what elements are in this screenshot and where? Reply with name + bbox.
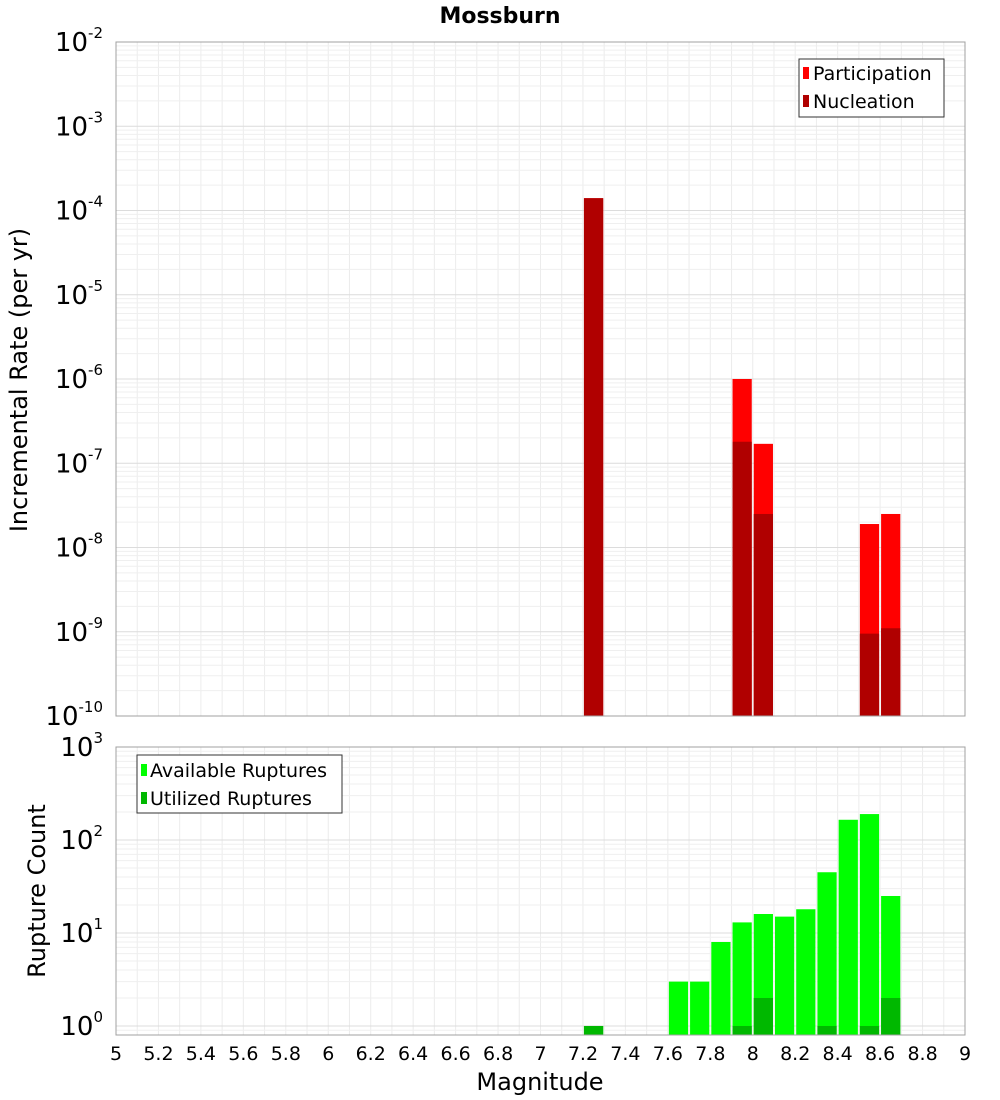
count-x-tick-label: 6.2 xyxy=(356,1043,386,1065)
nucleationbar xyxy=(583,198,604,716)
count-bars xyxy=(583,814,901,1035)
count-x-tick-label: 7 xyxy=(534,1043,546,1065)
count-x-tick-label: 6.4 xyxy=(398,1043,428,1065)
count-y-ticks: 103 102 101 100 xyxy=(60,729,103,1042)
available-legend-swatch xyxy=(141,764,147,776)
nucleation-legend-label: Nucleation xyxy=(813,91,915,113)
nucleationbar xyxy=(753,513,773,716)
available-rupturesbar xyxy=(690,981,710,1035)
available-legend-label: Available Ruptures xyxy=(150,760,327,782)
count-x-tick-label: 8.4 xyxy=(823,1043,853,1065)
chart-title: Mossburn xyxy=(439,4,560,29)
count-x-axis-label: Magnitude xyxy=(476,1068,603,1096)
rate-y-ticks: 10-2 10-3 10-4 10-5 10-6 10-7 10-8 10-9 10-10 xyxy=(45,24,103,732)
rate-y-tick-label: 10-2 xyxy=(55,24,103,58)
count-y-tick-label: 102 xyxy=(60,822,103,856)
count-y-tick-label: 100 xyxy=(60,1008,103,1042)
utilized-legend-label: Utilized Ruptures xyxy=(150,788,312,810)
count-legend-box xyxy=(136,754,343,814)
available-rupturesbar xyxy=(817,872,837,1035)
utilized-legend-swatch xyxy=(141,792,147,804)
count-x-tick-label: 5.8 xyxy=(271,1043,301,1065)
participation-legend-swatch xyxy=(803,67,809,79)
rate-y-tick-label: 10-4 xyxy=(55,193,103,227)
available-rupturesbar xyxy=(711,942,731,1035)
available-rupturesbar xyxy=(838,819,858,1035)
rate-y-tick-label: 10-5 xyxy=(55,277,103,311)
rate-y-tick-label: 10-7 xyxy=(55,445,103,479)
available-rupturesbar xyxy=(668,981,689,1035)
nucleationbar xyxy=(732,441,752,716)
count-x-tick-label: 7.2 xyxy=(568,1043,598,1065)
utilized-rupturesbar xyxy=(753,997,773,1035)
nucleationbar xyxy=(881,628,901,716)
participation-legend-label: Participation xyxy=(813,63,932,85)
count-x-tick-label: 7.6 xyxy=(653,1043,683,1065)
rate-y-tick-label: 10-6 xyxy=(55,361,103,395)
rate-legend-box xyxy=(798,58,945,118)
rate-y-tick-label: 10-10 xyxy=(45,698,103,732)
rate-y-tick-label: 10-3 xyxy=(55,108,103,142)
rate-bars xyxy=(583,198,901,716)
count-x-tick-label: 8.6 xyxy=(865,1043,895,1065)
rate-gridlines xyxy=(115,41,966,717)
rate-y-axis-label: Incremental Rate (per yr) xyxy=(5,228,33,532)
available-rupturesbar xyxy=(859,814,880,1035)
utilized-rupturesbar xyxy=(817,1025,837,1035)
count-x-tick-label: 6.8 xyxy=(483,1043,513,1065)
rate-legend: Participation Nucleation xyxy=(798,58,945,118)
count-x-tick-label: 5.2 xyxy=(143,1043,173,1065)
available-rupturesbar xyxy=(732,922,752,1035)
utilized-rupturesbar xyxy=(583,1025,604,1035)
nucleation-legend-swatch xyxy=(803,95,809,107)
available-rupturesbar xyxy=(796,909,816,1035)
available-rupturesbar xyxy=(774,916,795,1035)
count-x-tick-label: 8 xyxy=(747,1043,759,1065)
count-x-tick-label: 7.8 xyxy=(695,1043,725,1065)
utilized-rupturesbar xyxy=(881,997,901,1035)
count-y-axis-label: Rupture Count xyxy=(23,804,51,978)
rate-panel: 10-2 10-3 10-4 10-5 10-6 10-7 10-8 10-9 10-10 In… xyxy=(5,24,966,732)
count-x-tick-label: 6.6 xyxy=(440,1043,470,1065)
utilized-rupturesbar xyxy=(859,1025,880,1035)
rate-y-tick-label: 10-9 xyxy=(55,614,103,648)
count-plot-border xyxy=(115,746,966,1036)
count-legend: Available Ruptures Utilized Ruptures xyxy=(136,754,343,814)
count-x-ticks: 5 5.2 5.4 5.6 5.8 6 6.2 6.4 6.6 6.8 7 7.2 7.4 7.6 7.8 8… xyxy=(110,1043,971,1065)
count-y-tick-label: 101 xyxy=(60,915,103,949)
count-x-tick-label: 5.4 xyxy=(186,1043,216,1065)
count-panel: 103 102 101 100 5 5.2 5.4 5.6 5.8 6 6.2 6.4 6.6 6.8 7… xyxy=(23,729,971,1096)
count-x-tick-label: 8.2 xyxy=(780,1043,810,1065)
count-x-tick-label: 9 xyxy=(959,1043,971,1065)
count-y-tick-label: 103 xyxy=(60,729,103,763)
rate-plot-border xyxy=(115,41,966,717)
utilized-rupturesbar xyxy=(732,1025,752,1035)
count-x-tick-label: 8.8 xyxy=(907,1043,937,1065)
rate-y-tick-label: 10-8 xyxy=(55,530,103,564)
count-x-tick-label: 7.4 xyxy=(610,1043,640,1065)
nucleationbar xyxy=(859,633,880,716)
count-x-tick-label: 5.6 xyxy=(228,1043,258,1065)
count-x-tick-label: 6 xyxy=(322,1043,334,1065)
count-x-tick-label: 5 xyxy=(110,1043,122,1065)
